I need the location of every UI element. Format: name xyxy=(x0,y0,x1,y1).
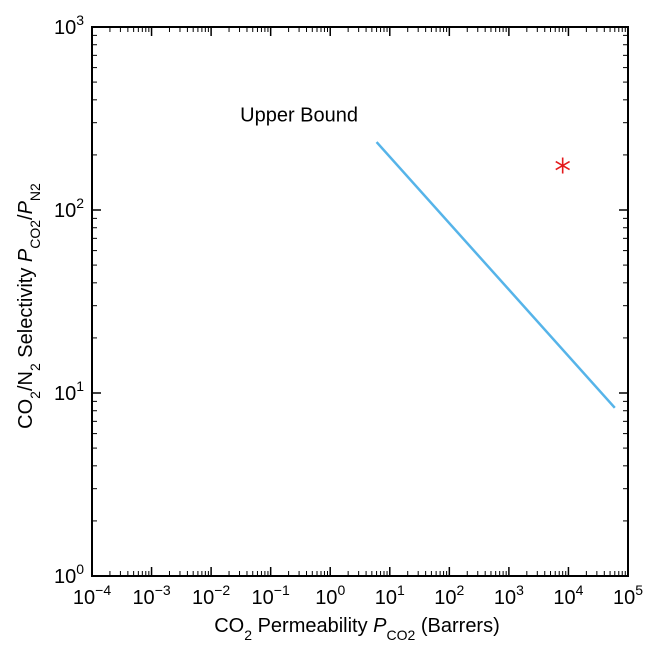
y-axis-label-part: /N xyxy=(15,371,37,391)
tick-exponent: 4 xyxy=(576,582,584,598)
tick-base: 10 xyxy=(315,587,337,609)
tick-exponent: −2 xyxy=(214,582,230,598)
tick-exponent: 3 xyxy=(76,12,84,28)
x-tick-label: 102 xyxy=(434,582,464,609)
x-axis-label: CO2 Permeability PCO2 (Barrers) xyxy=(214,615,500,643)
annotations: Upper Bound xyxy=(240,104,358,126)
marker-stroke xyxy=(555,160,571,171)
x-tick-label: 10−3 xyxy=(132,582,170,609)
tick-exponent: 5 xyxy=(635,582,643,598)
x-tick-label: 10−4 xyxy=(73,582,111,609)
tick-base: 10 xyxy=(54,566,76,588)
tick-base: 10 xyxy=(613,587,635,609)
tick-base: 10 xyxy=(553,587,575,609)
tick-exponent: 1 xyxy=(76,378,84,394)
upper-bound-line xyxy=(375,141,616,409)
y-axis-label-italic: P xyxy=(15,200,37,214)
tick-exponent: −3 xyxy=(155,582,171,598)
x-tick-label: 100 xyxy=(315,582,345,609)
plot-area xyxy=(91,26,629,577)
x-tick-label: 105 xyxy=(613,582,643,609)
tick-base: 10 xyxy=(494,587,516,609)
tick-base: 10 xyxy=(54,383,76,405)
tick-base: 10 xyxy=(132,587,154,609)
tick-exponent: −1 xyxy=(274,582,290,598)
x-axis-label-sub: 2 xyxy=(244,627,252,643)
tick-exponent: 2 xyxy=(76,195,84,211)
x-axis-label-sub: CO2 xyxy=(387,627,416,643)
tick-base: 10 xyxy=(54,200,76,222)
tick-base: 10 xyxy=(434,587,456,609)
y-axis-label-part: / xyxy=(15,214,37,220)
tick-exponent: 2 xyxy=(457,582,465,598)
plot-frame xyxy=(91,26,629,577)
x-axis-label-italic: P xyxy=(373,615,387,637)
y-tick-label: 102 xyxy=(54,195,84,222)
y-axis-label-italic: P xyxy=(15,248,37,262)
y-axis-label: CO2/N2 Selectivity PCO2/PN2 xyxy=(15,183,43,429)
tick-exponent: 3 xyxy=(516,582,524,598)
x-axis-label-part: (Barrers) xyxy=(415,615,499,637)
tick-base: 10 xyxy=(73,587,95,609)
tick-exponent: 0 xyxy=(76,561,84,577)
tick-exponent: 0 xyxy=(337,582,345,598)
x-axis-label-part: CO xyxy=(214,615,244,637)
y-axis-label-part: CO xyxy=(15,399,37,429)
upper-bound-label: Upper Bound xyxy=(240,104,358,126)
y-tick-label: 103 xyxy=(54,12,84,39)
y-tick-label: 100 xyxy=(54,561,84,588)
y-tick-label: 101 xyxy=(54,378,84,405)
tick-marks xyxy=(91,26,629,577)
tick-base: 10 xyxy=(375,587,397,609)
series xyxy=(375,141,616,409)
y-axis-label-sub: N2 xyxy=(27,183,43,201)
y-axis-label-sub: 2 xyxy=(27,363,43,371)
x-tick-label: 10−1 xyxy=(252,582,290,609)
tick-base: 10 xyxy=(252,587,274,609)
x-tick-label: 10−2 xyxy=(192,582,230,609)
tick-exponent: −4 xyxy=(95,582,111,598)
y-axis-label-sub: 2 xyxy=(27,391,43,399)
y-axis-label-part: Selectivity xyxy=(15,262,37,363)
y-axis-label-sub: CO2 xyxy=(27,220,43,249)
tick-base: 10 xyxy=(54,17,76,39)
x-tick-labels: 10−4 10−3 10−2 10−1 100 101 102 103 104 105 xyxy=(73,582,643,609)
tick-exponent: 1 xyxy=(397,582,405,598)
tick-base: 10 xyxy=(192,587,214,609)
data-point-marker xyxy=(555,157,571,174)
x-tick-label: 101 xyxy=(375,582,405,609)
x-axis-label-part: Permeability xyxy=(252,615,373,637)
x-tick-label: 103 xyxy=(494,582,524,609)
x-tick-label: 104 xyxy=(553,582,583,609)
